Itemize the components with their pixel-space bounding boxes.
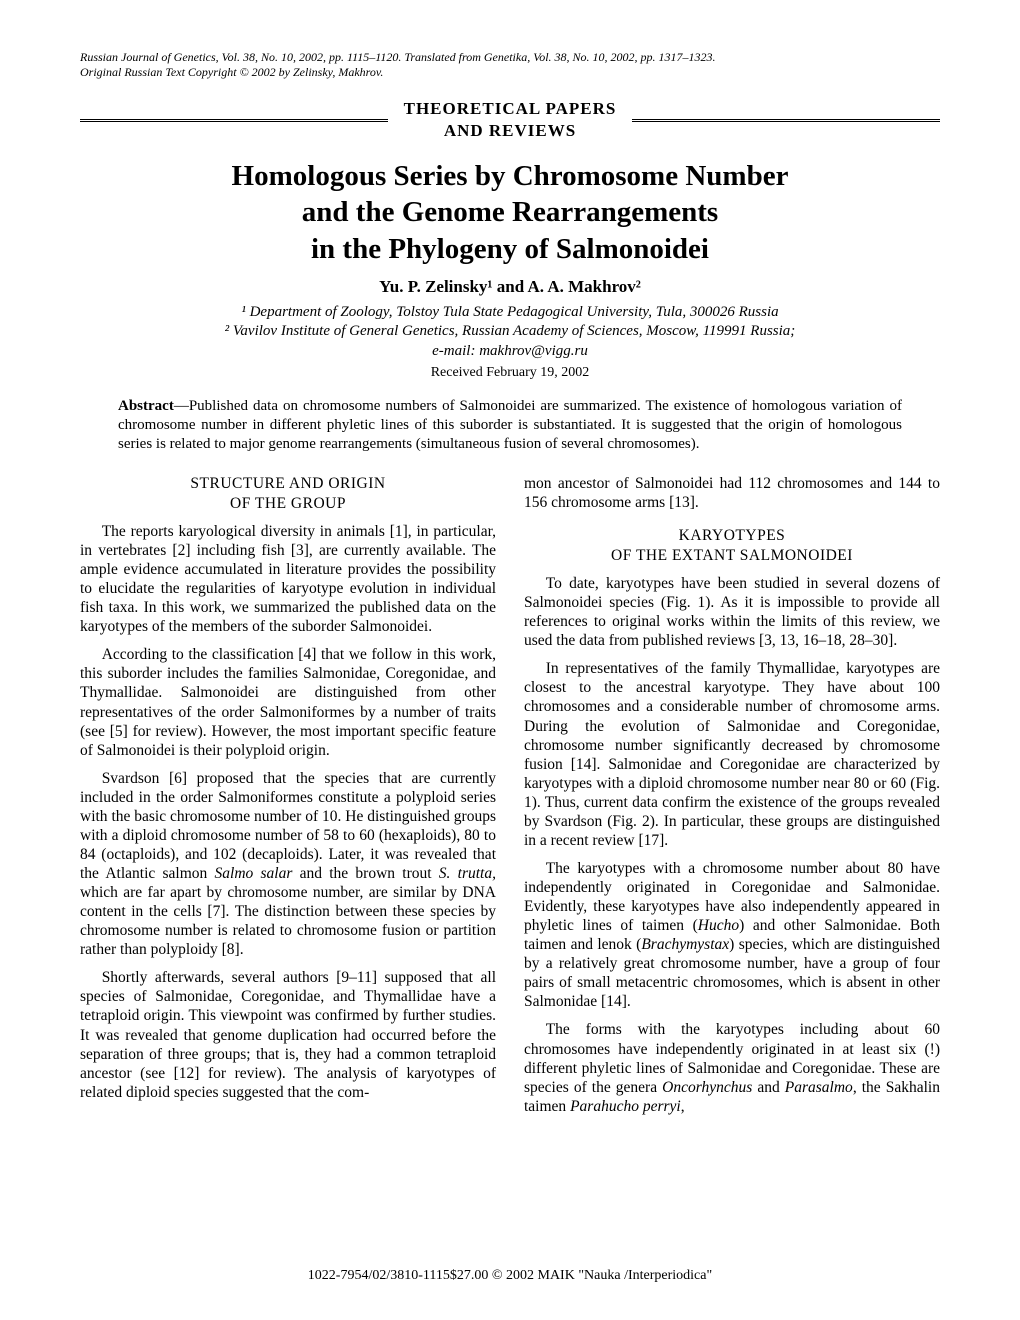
page-container: Russian Journal of Genetics, Vol. 38, No… bbox=[0, 0, 1020, 1165]
header-line-2: Original Russian Text Copyright © 2002 b… bbox=[80, 65, 940, 80]
title-line-3: in the Phylogeny of Salmonoidei bbox=[80, 231, 940, 267]
abstract: Abstract—Published data on chromosome nu… bbox=[118, 397, 902, 453]
paragraph-3: Svardson [6] proposed that the species t… bbox=[80, 769, 496, 960]
sec1-heading-l1: STRUCTURE AND ORIGIN bbox=[190, 475, 385, 492]
rule-right bbox=[632, 119, 940, 122]
species-parahucho-perryi: Parahucho perryi bbox=[570, 1098, 681, 1115]
genus-oncorhynchus: Oncorhynchus bbox=[662, 1079, 752, 1096]
affiliations: ¹ Department of Zoology, Tolstoy Tula St… bbox=[80, 303, 940, 362]
header-line-1: Russian Journal of Genetics, Vol. 38, No… bbox=[80, 50, 940, 65]
paragraph-1: The reports karyological diversity in an… bbox=[80, 522, 496, 636]
footer-copyright: 1022-7954/02/3810-1115$27.00 © 2002 MAIK… bbox=[0, 1268, 1020, 1284]
paragraph-9: The forms with the karyotypes including … bbox=[524, 1020, 940, 1115]
sec2-heading-l2: OF THE EXTANT SALMONOIDEI bbox=[611, 547, 853, 564]
paragraph-4: Shortly afterwards, several authors [9–1… bbox=[80, 968, 496, 1101]
genus-parasalmo: Parasalmo bbox=[785, 1079, 853, 1096]
section-banner: THEORETICAL PAPERS AND REVIEWS bbox=[80, 98, 940, 142]
article-title: Homologous Series by Chromosome Number a… bbox=[80, 158, 940, 267]
section-2-heading: KARYOTYPES OF THE EXTANT SALMONOIDEI bbox=[524, 526, 940, 566]
genus-brachymystax: Brachymystax bbox=[641, 936, 729, 953]
abstract-label: Abstract bbox=[118, 398, 174, 414]
banner-line-1: THEORETICAL PAPERS bbox=[404, 98, 617, 120]
paragraph-8: The karyotypes with a chromosome number … bbox=[524, 859, 940, 1012]
abstract-text: —Published data on chromosome numbers of… bbox=[118, 398, 902, 452]
banner-line-2: AND REVIEWS bbox=[404, 120, 617, 142]
journal-header: Russian Journal of Genetics, Vol. 38, No… bbox=[80, 50, 940, 80]
genus-hucho: Hucho bbox=[698, 917, 739, 934]
received-date: Received February 19, 2002 bbox=[80, 365, 940, 381]
section-1-heading: STRUCTURE AND ORIGIN OF THE GROUP bbox=[80, 474, 496, 514]
affiliation-2: ² Vavilov Institute of General Genetics,… bbox=[80, 322, 940, 342]
sec1-heading-l2: OF THE GROUP bbox=[230, 495, 346, 512]
rule-left bbox=[80, 119, 388, 122]
body-columns: STRUCTURE AND ORIGIN OF THE GROUP The re… bbox=[80, 474, 940, 1125]
species-s-trutta: S. trutta, bbox=[439, 865, 496, 882]
authors: Yu. P. Zelinsky¹ and A. A. Makhrov² bbox=[80, 277, 940, 297]
paragraph-6: To date, karyotypes have been studied in… bbox=[524, 574, 940, 650]
paragraph-7: In representatives of the family Thymall… bbox=[524, 659, 940, 850]
paragraph-5: mon ancestor of Salmonoidei had 112 chro… bbox=[524, 474, 940, 512]
email: e-mail: makhrov@vigg.ru bbox=[80, 342, 940, 362]
paragraph-2: According to the classification [4] that… bbox=[80, 645, 496, 759]
sec2-heading-l1: KARYOTYPES bbox=[679, 527, 786, 544]
title-line-2: and the Genome Rearrangements bbox=[80, 194, 940, 230]
affiliation-1: ¹ Department of Zoology, Tolstoy Tula St… bbox=[80, 303, 940, 323]
species-salmo-salar: Salmo salar bbox=[215, 865, 293, 882]
banner-text: THEORETICAL PAPERS AND REVIEWS bbox=[388, 98, 633, 142]
title-line-1: Homologous Series by Chromosome Number bbox=[80, 158, 940, 194]
